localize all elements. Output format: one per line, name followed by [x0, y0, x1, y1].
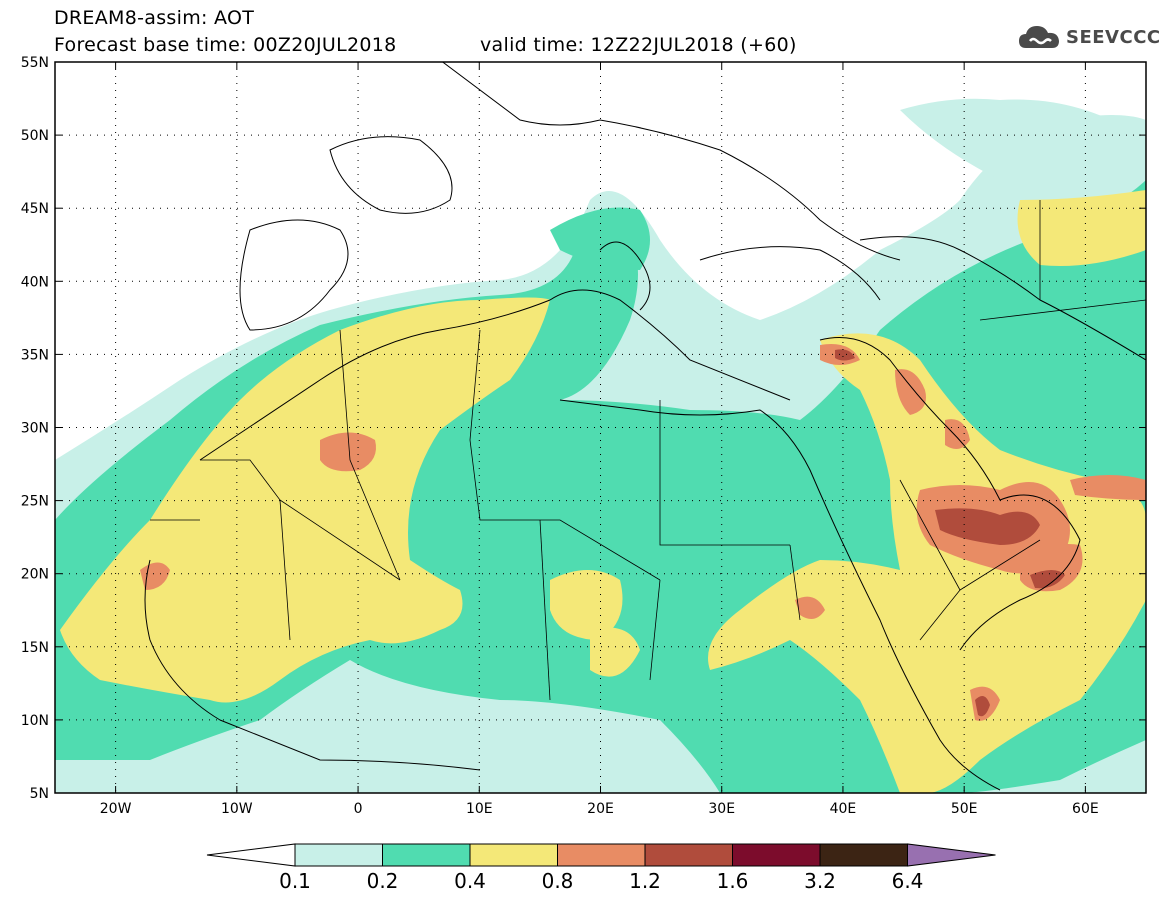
axis-ticks — [55, 61, 1146, 794]
colorbar-label: 6.4 — [892, 869, 924, 893]
colorbar-label: 0.8 — [542, 869, 574, 893]
aot-contour-fields — [55, 62, 1146, 793]
colorbar-low-arrow — [206, 843, 296, 867]
lat-label: 45N — [21, 201, 49, 217]
aot-field-0.4 — [60, 190, 1146, 793]
lat-label: 40N — [21, 274, 49, 290]
lat-label: 20N — [21, 567, 49, 583]
cloud-icon — [1019, 26, 1059, 48]
lat-label: 30N — [21, 421, 49, 437]
forecast-base-time: Forecast base time: 00Z20JUL2018 — [54, 34, 397, 56]
valid-time: valid time: 12Z22JUL2018 (+60) — [480, 34, 797, 56]
colorbar-labels: 0.1 0.2 0.4 0.8 1.2 1.6 3.2 6.4 — [279, 869, 923, 893]
colorbar-label: 0.2 — [367, 869, 399, 893]
colorbar-label: 0.4 — [454, 869, 486, 893]
lat-label: 35N — [21, 347, 49, 363]
longitude-labels: 20W 10W 0 10E 20E 30E 40E 50E 60E — [100, 801, 1099, 817]
colorbar-label: 0.1 — [279, 869, 311, 893]
lon-label: 20W — [100, 801, 132, 817]
colorbar-swatch — [294, 843, 383, 867]
colorbar-swatch — [557, 843, 646, 867]
lon-label: 10W — [221, 801, 253, 817]
colorbar-swatch — [469, 843, 558, 867]
logo-text: SEEVCCC — [1066, 26, 1161, 48]
lon-label: 0 — [354, 801, 363, 817]
colorbar — [206, 843, 996, 867]
lat-label: 55N — [21, 55, 49, 71]
lon-label: 40E — [830, 801, 857, 817]
country-borders — [150, 200, 1146, 701]
map-title: DREAM8-assim: AOT — [54, 7, 255, 29]
lat-label: 5N — [30, 786, 49, 802]
colorbar-swatch — [732, 843, 821, 867]
colorbar-label: 3.2 — [804, 869, 836, 893]
colorbar-swatch — [644, 843, 733, 867]
lat-label: 25N — [21, 494, 49, 510]
colorbar-label: 1.2 — [629, 869, 661, 893]
colorbar-high-arrow — [907, 843, 996, 867]
coastlines — [144, 62, 1146, 791]
colorbar-swatch — [382, 843, 471, 867]
colorbar-swatch — [819, 843, 908, 867]
seevccc-logo: SEEVCCC — [1018, 22, 1161, 52]
lat-label: 10N — [21, 713, 49, 729]
lon-label: 20E — [587, 801, 614, 817]
lon-label: 60E — [1072, 801, 1099, 817]
aot-field-1.2 — [835, 349, 1065, 717]
lat-label: 50N — [21, 128, 49, 144]
latitude-labels: 55N 50N 45N 40N 35N 30N 25N 20N 15N 10N 5N — [21, 55, 49, 802]
lon-label: 10E — [466, 801, 493, 817]
lat-label: 15N — [21, 640, 49, 656]
gridlines — [55, 62, 1146, 793]
lon-label: 50E — [951, 801, 978, 817]
colorbar-label: 1.6 — [717, 869, 749, 893]
lon-label: 30E — [708, 801, 735, 817]
